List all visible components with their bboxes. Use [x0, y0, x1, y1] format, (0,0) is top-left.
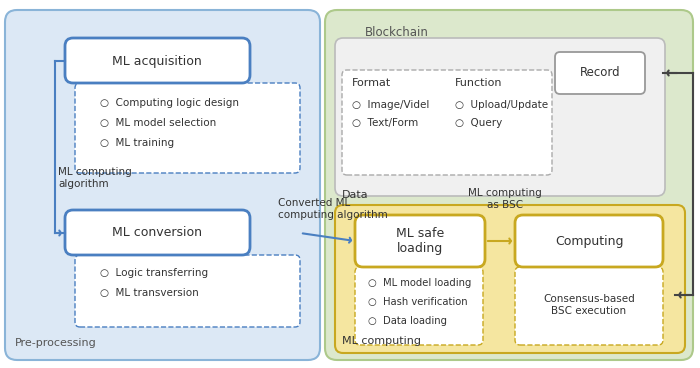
Text: Blockchain: Blockchain — [365, 26, 429, 39]
FancyBboxPatch shape — [75, 83, 300, 173]
Text: Record: Record — [580, 67, 620, 79]
Text: Function: Function — [455, 78, 503, 88]
FancyBboxPatch shape — [5, 10, 320, 360]
Text: ○  ML model loading: ○ ML model loading — [368, 278, 471, 288]
FancyBboxPatch shape — [515, 215, 663, 267]
Text: ML safe
loading: ML safe loading — [396, 227, 444, 255]
Text: ○  ML model selection: ○ ML model selection — [100, 118, 216, 128]
FancyBboxPatch shape — [555, 52, 645, 94]
Text: ML computing: ML computing — [342, 336, 421, 346]
Text: Format: Format — [352, 78, 391, 88]
Text: ○  Data loading: ○ Data loading — [368, 316, 447, 326]
FancyBboxPatch shape — [65, 210, 250, 255]
Text: Computing: Computing — [554, 234, 623, 248]
Text: ML computing
algorithm: ML computing algorithm — [58, 167, 132, 189]
Text: ○  ML training: ○ ML training — [100, 138, 174, 148]
Text: ○  Query: ○ Query — [455, 118, 503, 128]
FancyBboxPatch shape — [75, 255, 300, 327]
Text: ML conversion: ML conversion — [112, 226, 202, 240]
Text: ML computing
as BSC: ML computing as BSC — [468, 188, 542, 210]
Text: Data: Data — [342, 190, 369, 200]
Text: ○  Logic transferring: ○ Logic transferring — [100, 268, 208, 278]
FancyBboxPatch shape — [355, 215, 485, 267]
Text: Pre-processing: Pre-processing — [15, 338, 97, 348]
Text: ○  Computing logic design: ○ Computing logic design — [100, 98, 239, 108]
FancyBboxPatch shape — [65, 38, 250, 83]
FancyBboxPatch shape — [335, 38, 665, 196]
Text: Converted ML
computing algorithm: Converted ML computing algorithm — [278, 198, 388, 220]
Text: ○  Upload/Update: ○ Upload/Update — [455, 100, 548, 110]
FancyBboxPatch shape — [342, 70, 552, 175]
Text: ○  Image/Videl: ○ Image/Videl — [352, 100, 429, 110]
Text: ○  ML transversion: ○ ML transversion — [100, 288, 199, 298]
Text: ML acquisition: ML acquisition — [112, 54, 202, 67]
Text: Consensus-based
BSC execution: Consensus-based BSC execution — [543, 294, 635, 316]
Text: ○  Hash verification: ○ Hash verification — [368, 297, 468, 307]
Text: ○  Text/Form: ○ Text/Form — [352, 118, 419, 128]
FancyBboxPatch shape — [325, 10, 693, 360]
FancyBboxPatch shape — [515, 267, 663, 345]
FancyBboxPatch shape — [355, 267, 483, 345]
FancyBboxPatch shape — [335, 205, 685, 353]
